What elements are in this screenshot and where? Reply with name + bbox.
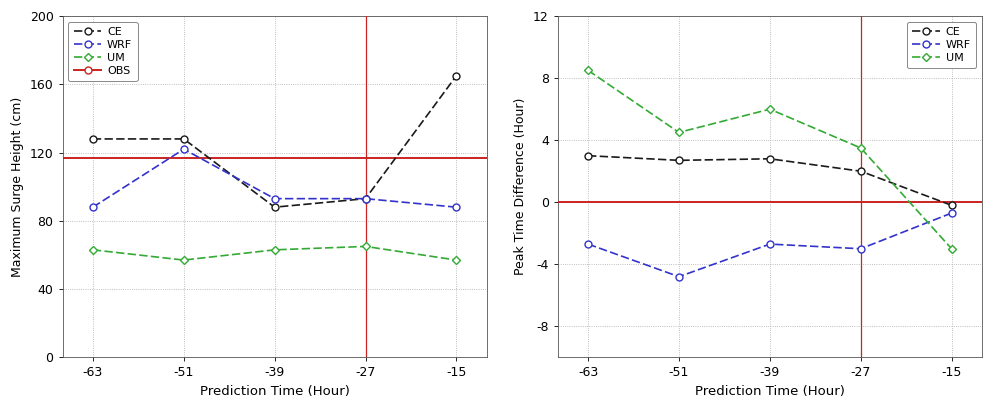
UM [673, 130, 685, 135]
CE [582, 153, 594, 158]
UM [582, 68, 594, 73]
CE [764, 156, 776, 161]
Y-axis label: Maximum Surge Height (cm): Maximum Surge Height (cm) [11, 97, 24, 277]
X-axis label: Prediction Time (Hour): Prediction Time (Hour) [695, 385, 845, 398]
CE [87, 137, 99, 142]
WRF [673, 274, 685, 279]
WRF [359, 196, 371, 201]
WRF [855, 246, 867, 251]
Legend: CE, WRF, UM, OBS: CE, WRF, UM, OBS [69, 22, 138, 81]
WRF [269, 196, 281, 201]
Legend: CE, WRF, UM: CE, WRF, UM [907, 22, 976, 68]
CE [945, 203, 957, 208]
WRF [451, 205, 463, 210]
UM [359, 244, 371, 249]
WRF [87, 205, 99, 210]
Y-axis label: Peak Time Difference (Hour): Peak Time Difference (Hour) [514, 98, 527, 275]
Line: WRF: WRF [585, 209, 955, 280]
UM [855, 146, 867, 151]
WRF [582, 242, 594, 247]
CE [269, 205, 281, 210]
WRF [764, 242, 776, 247]
X-axis label: Prediction Time (Hour): Prediction Time (Hour) [200, 385, 350, 398]
WRF [945, 211, 957, 216]
CE [855, 169, 867, 174]
Line: CE: CE [585, 152, 955, 209]
CE [451, 73, 463, 78]
UM [87, 247, 99, 252]
Line: UM: UM [585, 67, 954, 252]
UM [269, 247, 281, 252]
Line: UM: UM [90, 244, 459, 263]
Line: CE: CE [89, 72, 460, 211]
Line: WRF: WRF [89, 146, 460, 211]
UM [451, 258, 463, 263]
CE [673, 158, 685, 163]
UM [764, 107, 776, 112]
CE [178, 137, 190, 142]
UM [945, 246, 957, 251]
CE [359, 196, 371, 201]
WRF [178, 147, 190, 152]
UM [178, 258, 190, 263]
